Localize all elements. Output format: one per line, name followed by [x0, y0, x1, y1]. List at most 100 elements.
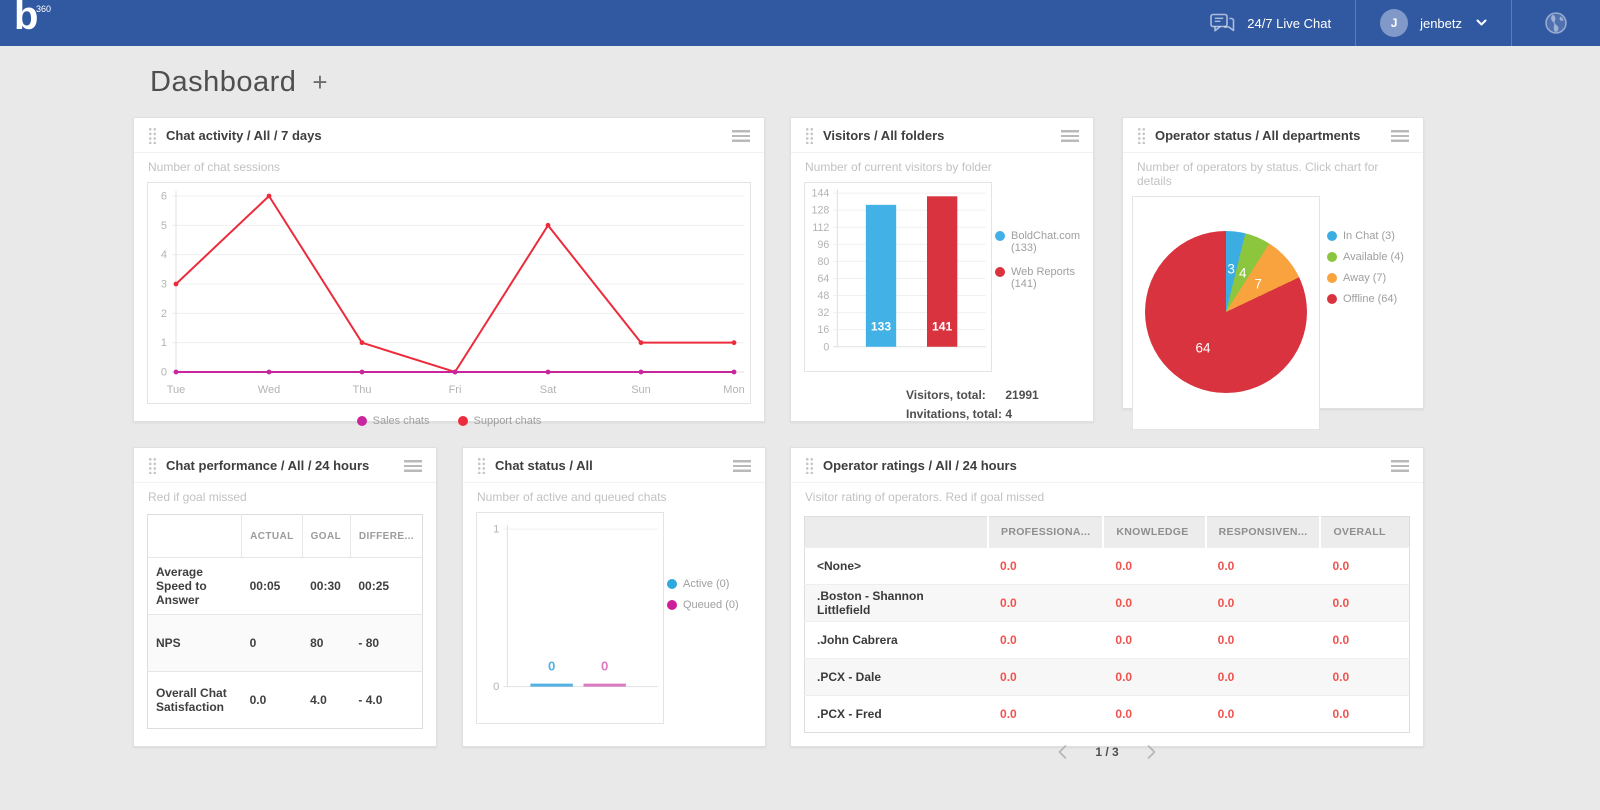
metric-label: NPS	[147, 614, 242, 672]
chart-legend: Active (0) Queued (0)	[667, 578, 739, 611]
svg-text:32: 32	[817, 307, 829, 319]
chevron-right-icon	[1147, 745, 1155, 759]
drag-handle-icon[interactable]	[1137, 127, 1146, 144]
svg-text:Thu: Thu	[353, 384, 372, 396]
svg-text:1: 1	[161, 337, 167, 349]
top-navbar: b 360 24/7 Live Chat J jenbetz	[0, 0, 1600, 46]
rating-value: 0.0	[1320, 658, 1410, 696]
svg-text:112: 112	[812, 222, 829, 234]
widget-subtitle: Red if goal missed	[148, 490, 247, 504]
table-row: Average Speed to Answer 00:05 00:30 00:2…	[147, 557, 423, 615]
add-dashboard-button[interactable]: +	[312, 67, 328, 97]
svg-text:64: 64	[817, 273, 829, 285]
legend-dot	[1327, 231, 1337, 241]
avatar: J	[1380, 9, 1409, 37]
rating-value: 0.0	[1103, 658, 1206, 696]
total-row: Visitors, total: 21991	[906, 388, 1093, 402]
goal-value: 4.0	[302, 671, 351, 729]
chart-legend: In Chat (3) Available (4) Away (7) Offli…	[1327, 230, 1404, 305]
legend-label: Away (7)	[1343, 272, 1387, 284]
goal-value: 80	[302, 614, 351, 672]
prev-page-button[interactable]	[1058, 745, 1067, 759]
svg-text:48: 48	[817, 290, 829, 302]
widget-menu-icon[interactable]	[1391, 459, 1409, 472]
legend-dot	[995, 267, 1005, 277]
live-chat-label: 24/7 Live Chat	[1247, 15, 1332, 31]
widget-header: Visitors / All folders	[791, 118, 1093, 153]
rating-value: 0.0	[1320, 695, 1410, 733]
widget-menu-icon[interactable]	[733, 459, 751, 472]
goal-value: 00:30	[302, 557, 351, 615]
column-header: PROFESSIONA...	[987, 516, 1104, 548]
legend-label: Available (4)	[1343, 251, 1404, 263]
rating-value: 0.0	[1205, 547, 1321, 585]
svg-text:5: 5	[161, 220, 167, 232]
widget-menu-icon[interactable]	[732, 129, 750, 142]
legend-dot	[1327, 294, 1337, 304]
user-menu[interactable]: J jenbetz	[1355, 0, 1511, 46]
svg-text:144: 144	[812, 188, 830, 200]
svg-text:Wed: Wed	[258, 384, 280, 396]
total-value: 4	[1005, 407, 1013, 421]
legend-item: Away (7)	[1327, 272, 1404, 284]
globe-icon	[1545, 12, 1567, 34]
svg-text:Tue: Tue	[167, 384, 186, 396]
legend-item: BoldChat.com (133)	[995, 230, 1081, 254]
total-row: Invitations, total: 4	[906, 407, 1093, 421]
svg-text:Mon: Mon	[723, 384, 744, 396]
drag-handle-icon[interactable]	[805, 127, 814, 144]
widget-subtitle: Number of chat sessions	[148, 160, 281, 174]
svg-text:80: 80	[817, 256, 829, 268]
svg-text:6: 6	[161, 191, 167, 203]
operator-status-pie-chart[interactable]: 3 4 7 64	[1145, 231, 1307, 393]
column-header: RESPONSIVEN...	[1204, 516, 1321, 548]
legend-dot	[667, 579, 677, 589]
widget-subtitle: Number of operators by status. Click cha…	[1137, 160, 1379, 188]
column-header: ACTUAL	[241, 514, 303, 558]
svg-text:0: 0	[493, 681, 499, 693]
drag-handle-icon[interactable]	[148, 127, 157, 144]
svg-text:0: 0	[548, 659, 555, 674]
widget-menu-icon[interactable]	[1061, 129, 1079, 142]
widget-header: Operator status / All departments	[1123, 118, 1423, 153]
widget-subtitle: Number of active and queued chats	[477, 490, 667, 504]
region-button[interactable]	[1511, 0, 1600, 46]
live-chat-button[interactable]: 24/7 Live Chat	[1186, 0, 1355, 46]
legend-label: Support chats	[473, 415, 542, 427]
drag-handle-icon[interactable]	[148, 457, 157, 474]
widget-header: Chat performance / All / 24 hours	[134, 448, 436, 483]
metric-label: Overall Chat Satisfaction	[147, 671, 242, 729]
widget-chat-status: Chat status / All Number of active and q…	[462, 447, 766, 747]
widget-header: Chat status / All	[463, 448, 765, 483]
svg-text:0: 0	[161, 367, 167, 379]
widget-title: Operator status / All departments	[1155, 128, 1361, 143]
legend-item: Available (4)	[1327, 251, 1404, 263]
widget-menu-icon[interactable]	[1391, 129, 1409, 142]
chevron-down-icon	[1476, 19, 1487, 26]
total-value: 21991	[1005, 388, 1039, 402]
svg-text:141: 141	[932, 320, 952, 334]
column-header: GOAL	[301, 514, 351, 558]
widget-menu-icon[interactable]	[404, 459, 422, 472]
chart-legend: BoldChat.com (133) Web Reports (141)	[995, 230, 1081, 290]
legend-item: Sales chats	[356, 415, 430, 427]
widget-subtitle: Number of current visitors by folder	[805, 160, 992, 174]
rating-value: 0.0	[1103, 584, 1206, 622]
page-header: Dashboard +	[150, 66, 328, 99]
legend-label: Web Reports (141)	[1011, 266, 1075, 290]
chat-status-bar-chart: 0 1 0 0	[476, 512, 664, 724]
operator-name: .Boston - Shannon Littlefield	[804, 584, 989, 622]
logo-b: b	[14, 0, 39, 38]
dashboard-tab[interactable]: Dashboard	[150, 66, 297, 98]
table-row: .PCX - Dale 0.0 0.0 0.0 0.0	[804, 658, 1410, 696]
column-header	[804, 516, 989, 548]
drag-handle-icon[interactable]	[477, 457, 486, 474]
boldchat-logo[interactable]: b 360	[10, 0, 56, 46]
avatar-initial: J	[1390, 16, 1398, 30]
pie-slice-value: 64	[1195, 340, 1211, 356]
total-label: Visitors, total:	[906, 388, 986, 402]
next-page-button[interactable]	[1147, 745, 1156, 759]
actual-value: 0.0	[241, 671, 303, 729]
drag-handle-icon[interactable]	[805, 457, 814, 474]
widget-header: Chat activity / All / 7 days	[134, 118, 764, 153]
